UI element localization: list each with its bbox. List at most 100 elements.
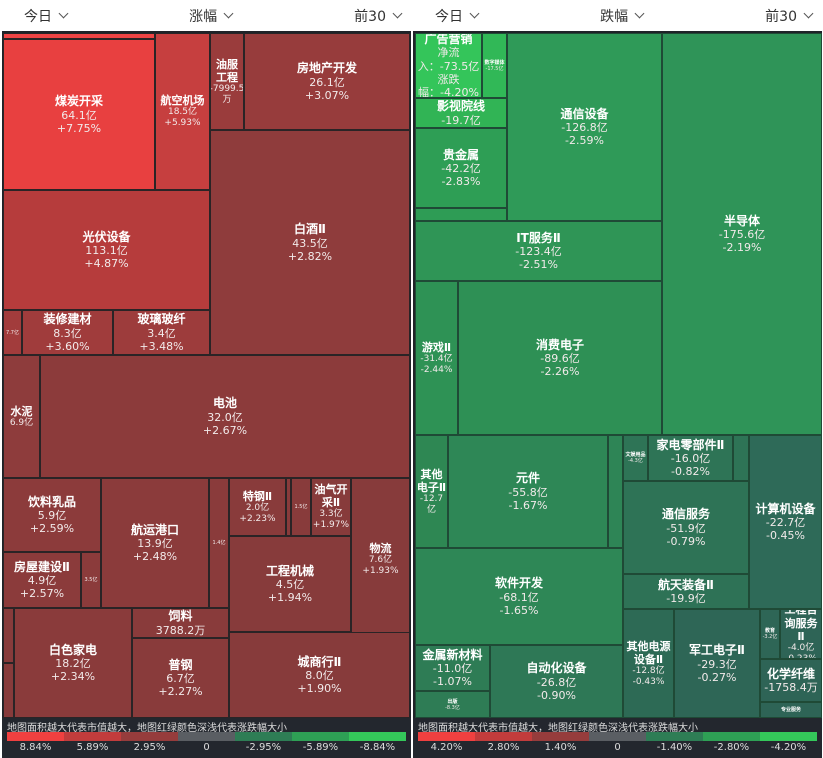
tile-sector[interactable]: 贵金属 -42.2亿 -2.83% bbox=[415, 128, 507, 208]
tile-name: 饮料乳品 bbox=[27, 494, 76, 509]
tile-sector[interactable]: 数字媒体 -17.5亿 bbox=[482, 33, 507, 98]
tile-sector[interactable] bbox=[3, 608, 14, 663]
tile-sector[interactable]: 3.5亿 bbox=[81, 552, 101, 608]
tile-sector[interactable]: 普钢 6.7亿 +2.27% bbox=[132, 638, 229, 718]
tile-sector[interactable]: 煤炭开采 64.1亿 +7.75% bbox=[3, 39, 155, 190]
tile-sector[interactable]: 广告营销 净流入：-73.5亿 涨跌幅：-4.20% bbox=[415, 33, 482, 98]
tile-sector[interactable]: 城商行Ⅱ 8.0亿 +1.90% bbox=[229, 632, 410, 718]
tile-value: -4.0亿 bbox=[787, 642, 815, 653]
tile-value: -19.7亿 bbox=[441, 113, 481, 127]
tile-sector[interactable]: 电池 32.0亿 +2.67% bbox=[40, 355, 410, 478]
tile-sector[interactable]: 通信服务 -51.9亿 -0.79% bbox=[623, 481, 749, 574]
period-dropdown[interactable]: 今日 bbox=[24, 6, 69, 26]
sort-dropdown[interactable]: 涨幅 bbox=[189, 6, 234, 26]
tile-value: 7.6亿 bbox=[368, 554, 393, 565]
tile-sector[interactable]: 自动化设备 -26.8亿 -0.90% bbox=[490, 645, 623, 718]
tile-sector[interactable]: 饮料乳品 5.9亿 +2.59% bbox=[3, 478, 101, 552]
tile-sector[interactable]: 房屋建设Ⅱ 4.9亿 +2.57% bbox=[3, 552, 81, 608]
tile-sector[interactable]: 1.5亿 bbox=[291, 478, 311, 536]
tile-sector[interactable]: 出版 -8.3亿 bbox=[415, 691, 490, 718]
tile-pct: -2.26% bbox=[540, 365, 580, 379]
tile-sector[interactable]: 房地产开发 26.1亿 +3.07% bbox=[244, 33, 410, 130]
tile-sector[interactable] bbox=[415, 208, 507, 221]
tile-value: -26.8亿 bbox=[536, 675, 577, 689]
sort-dropdown[interactable]: 跌幅 bbox=[600, 6, 645, 26]
tile-sector[interactable]: 消费电子 -89.6亿 -2.26% bbox=[458, 281, 662, 435]
tile-value: -8.3亿 bbox=[445, 704, 460, 711]
tile-name: 通信设备 bbox=[560, 106, 609, 121]
tile-sector[interactable]: 化学纤维 -1758.4万 bbox=[760, 659, 822, 702]
tile-sector[interactable] bbox=[3, 33, 155, 39]
tile-sector[interactable]: 文娱用品 -4.3亿 bbox=[623, 435, 648, 481]
tile-sector[interactable]: 专业服务 bbox=[760, 702, 822, 718]
tile-sector[interactable]: 1.4亿 bbox=[209, 478, 229, 608]
tile-sector[interactable]: 7.7亿 bbox=[3, 310, 22, 355]
tile-name: 广告营销 bbox=[424, 33, 473, 46]
tile-sector[interactable]: 白色家电 18.2亿 +2.34% bbox=[14, 608, 132, 718]
tile-sector[interactable]: 教育 -3.2亿 bbox=[760, 609, 780, 659]
tile-sector[interactable]: 物流 7.6亿 +1.93% bbox=[351, 478, 410, 640]
tile-name: 油服工程 bbox=[216, 57, 238, 84]
tile-sector[interactable]: 金属新材料 -11.0亿 -1.07% bbox=[415, 645, 490, 691]
tile-sector[interactable]: 油气开采Ⅱ 3.3亿 +1.97% bbox=[311, 478, 351, 536]
tile-sector[interactable]: 通信设备 -126.8亿 -2.59% bbox=[507, 33, 662, 221]
tile-sector[interactable]: 家电零部件Ⅱ -16.0亿 -0.82% bbox=[648, 435, 733, 481]
tile-value: -17.5亿 bbox=[485, 65, 504, 72]
tile-sector[interactable]: 软件开发 -68.1亿 -1.65% bbox=[415, 548, 623, 645]
tile-sector[interactable]: 游戏Ⅱ -31.4亿 -2.44% bbox=[415, 281, 458, 435]
tile-sector[interactable]: 油服工程 -7999.5万 bbox=[210, 33, 244, 130]
tile-sector[interactable] bbox=[608, 435, 623, 548]
top-n-dropdown[interactable]: 前30 bbox=[354, 6, 403, 26]
tile-sector[interactable]: 特钢Ⅱ 2.0亿 +2.23% bbox=[229, 478, 286, 536]
tile-sector[interactable]: 饲料 3788.2万 bbox=[132, 608, 229, 638]
tile-pct: -0.27% bbox=[697, 670, 737, 684]
tile-pct: +1.90% bbox=[297, 682, 342, 696]
tile-sector[interactable]: 元件 -55.8亿 -1.67% bbox=[448, 435, 608, 548]
tile-name: 白色家电 bbox=[48, 642, 97, 657]
tile-sector[interactable] bbox=[733, 435, 749, 481]
tile-value: -126.8亿 bbox=[561, 121, 608, 134]
tile-value: -4.3亿 bbox=[628, 458, 643, 464]
tile-name: 光伏设备 bbox=[82, 229, 131, 244]
tile-value: 净流入：-73.5亿 bbox=[417, 46, 480, 73]
tile-name: 出版 bbox=[447, 698, 458, 705]
tile-sector[interactable]: 其他电子Ⅱ -12.7亿 bbox=[415, 435, 448, 548]
tile-value: -55.8亿 bbox=[508, 485, 548, 499]
tile-sector[interactable]: 工程咨询服务Ⅱ -4.0亿 -0.23% bbox=[780, 609, 822, 659]
tile-sector[interactable]: 军工电子Ⅱ -29.3亿 -0.27% bbox=[674, 609, 760, 718]
tile-sector[interactable]: 其他电源设备Ⅱ -12.8亿 -0.43% bbox=[623, 609, 674, 718]
tile-value: -1758.4万 bbox=[764, 681, 818, 695]
legend-swatch bbox=[532, 732, 589, 741]
legend-label: -2.95% bbox=[245, 742, 282, 753]
gainers-header: 今日 涨幅 前30 bbox=[2, 0, 411, 31]
chevron-down-icon bbox=[469, 8, 480, 19]
tile-sector[interactable]: 计算机设备 -22.7亿 -0.45% bbox=[749, 435, 822, 609]
tile-value: -68.1亿 bbox=[499, 590, 539, 604]
tile-pct: -0.90% bbox=[537, 688, 576, 702]
tile-pct: -2.19% bbox=[722, 241, 762, 255]
tile-sector[interactable]: 半导体 -175.6亿 -2.19% bbox=[662, 33, 822, 435]
tile-sector[interactable]: 光伏设备 113.1亿 +4.87% bbox=[3, 190, 210, 310]
tile-name: 元件 bbox=[515, 471, 540, 486]
legend-label: -4.20% bbox=[770, 742, 807, 753]
tile-pct: 涨跌幅：-4.20% bbox=[418, 72, 479, 98]
tile-name: 专业服务 bbox=[780, 707, 801, 713]
tile-value: 3.5亿 bbox=[84, 577, 98, 583]
tile-sector[interactable]: 影视院线 -19.7亿 bbox=[415, 98, 507, 128]
top-n-dropdown[interactable]: 前30 bbox=[765, 6, 814, 26]
legend-label: 2.80% bbox=[487, 742, 520, 753]
tile-sector[interactable]: 工程机械 4.5亿 +1.94% bbox=[229, 536, 351, 632]
tile-sector[interactable]: 航运港口 13.9亿 +2.48% bbox=[101, 478, 209, 608]
tile-sector[interactable]: 玻璃玻纤 3.4亿 +3.48% bbox=[113, 310, 210, 355]
tile-value: -11.0亿 bbox=[432, 662, 473, 675]
tile-sector[interactable] bbox=[3, 663, 14, 718]
tile-sector[interactable]: 水泥 6.9亿 bbox=[3, 355, 40, 478]
period-dropdown[interactable]: 今日 bbox=[435, 6, 480, 26]
losers-panel: 今日 跌幅 前30 广告营销 净流入：-73.5亿 涨跌幅：-4.20% 数字媒体 -1… bbox=[413, 0, 822, 758]
tile-sector[interactable]: 航空机场 18.5亿 +5.93% bbox=[155, 33, 210, 190]
tile-sector[interactable]: IT服务Ⅱ -123.4亿 -2.51% bbox=[415, 221, 662, 281]
tile-sector[interactable]: 航天装备Ⅱ -19.9亿 bbox=[623, 574, 749, 609]
tile-sector[interactable]: 装修建材 8.3亿 +3.60% bbox=[22, 310, 113, 355]
tile-sector[interactable] bbox=[286, 478, 291, 536]
tile-sector[interactable]: 白酒Ⅱ 43.5亿 +2.82% bbox=[210, 130, 410, 355]
